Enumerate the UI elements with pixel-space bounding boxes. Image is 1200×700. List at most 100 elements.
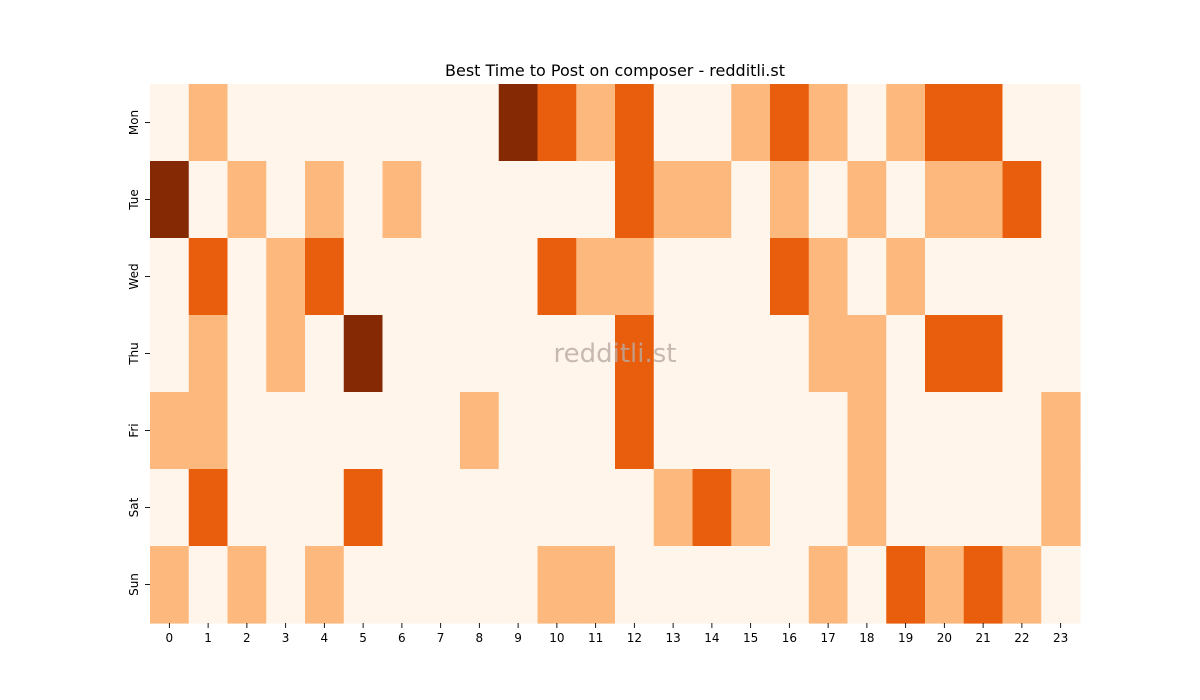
y-tick-label: Sat bbox=[127, 497, 141, 517]
heatmap-cell-tue-20 bbox=[925, 161, 965, 239]
heatmap-cell-tue-22 bbox=[1002, 161, 1042, 239]
heatmap-cell-tue-7 bbox=[421, 161, 461, 239]
heatmap-cell-fri-3 bbox=[266, 392, 306, 470]
heatmap-cell-thu-19 bbox=[886, 315, 926, 393]
heatmap-cell-sun-22 bbox=[1002, 546, 1042, 624]
heatmap-cells bbox=[150, 84, 1081, 624]
x-tick-label: 9 bbox=[514, 631, 522, 645]
heatmap-cell-mon-13 bbox=[653, 84, 694, 162]
x-tick-label: 6 bbox=[398, 631, 406, 645]
heatmap-cell-mon-5 bbox=[343, 84, 384, 162]
heatmap-cell-tue-0 bbox=[150, 161, 190, 239]
heatmap-cell-thu-17 bbox=[808, 315, 849, 393]
heatmap-cell-sat-11 bbox=[576, 469, 616, 547]
heatmap-cell-fri-22 bbox=[1002, 392, 1042, 470]
heatmap-cell-fri-10 bbox=[537, 392, 577, 470]
heatmap-cell-thu-1 bbox=[188, 315, 229, 393]
heatmap-cell-sat-1 bbox=[188, 469, 229, 547]
heatmap-cell-sun-20 bbox=[925, 546, 965, 624]
heatmap-cell-mon-6 bbox=[382, 84, 422, 162]
x-tick-label: 22 bbox=[1014, 631, 1029, 645]
x-tick-label: 2 bbox=[243, 631, 251, 645]
heatmap-cell-mon-4 bbox=[305, 84, 345, 162]
x-tick-label: 10 bbox=[549, 631, 564, 645]
heatmap-cell-sun-11 bbox=[576, 546, 616, 624]
chart-title: Best Time to Post on composer - redditli… bbox=[445, 61, 785, 80]
heatmap-cell-sat-7 bbox=[421, 469, 461, 547]
heatmap-cell-thu-18 bbox=[847, 315, 887, 393]
heatmap-cell-wed-10 bbox=[537, 238, 577, 316]
heatmap-cell-sun-13 bbox=[653, 546, 694, 624]
heatmap-cell-mon-1 bbox=[188, 84, 229, 162]
heatmap-cell-sun-14 bbox=[692, 546, 732, 624]
heatmap-cell-mon-17 bbox=[808, 84, 849, 162]
x-tick-label: 0 bbox=[166, 631, 174, 645]
x-tick-label: 13 bbox=[665, 631, 680, 645]
heatmap-cell-fri-5 bbox=[343, 392, 384, 470]
heatmap-cell-mon-20 bbox=[925, 84, 965, 162]
heatmap-cell-sat-22 bbox=[1002, 469, 1042, 547]
heatmap-cell-thu-13 bbox=[653, 315, 694, 393]
heatmap-cell-sun-21 bbox=[963, 546, 1004, 624]
heatmap-cell-fri-18 bbox=[847, 392, 887, 470]
heatmap-cell-mon-19 bbox=[886, 84, 926, 162]
heatmap-cell-wed-22 bbox=[1002, 238, 1042, 316]
heatmap-cell-tue-6 bbox=[382, 161, 422, 239]
heatmap-cell-tue-17 bbox=[808, 161, 849, 239]
x-tick-label: 17 bbox=[820, 631, 835, 645]
heatmap-cell-thu-9 bbox=[498, 315, 539, 393]
heatmap-cell-wed-3 bbox=[266, 238, 306, 316]
heatmap-cell-fri-23 bbox=[1041, 392, 1081, 470]
heatmap-cell-mon-15 bbox=[731, 84, 771, 162]
heatmap-cell-thu-20 bbox=[925, 315, 965, 393]
watermark: redditli.st bbox=[554, 339, 677, 369]
heatmap-cell-thu-7 bbox=[421, 315, 461, 393]
x-tick-label: 7 bbox=[437, 631, 445, 645]
x-tick-label: 15 bbox=[743, 631, 758, 645]
heatmap-cell-thu-16 bbox=[770, 315, 810, 393]
heatmap-cell-mon-11 bbox=[576, 84, 616, 162]
heatmap-cell-tue-5 bbox=[343, 161, 384, 239]
heatmap-cell-sat-0 bbox=[150, 469, 190, 547]
heatmap-cell-mon-9 bbox=[498, 84, 539, 162]
heatmap-cell-mon-3 bbox=[266, 84, 306, 162]
heatmap-cell-sun-23 bbox=[1041, 546, 1081, 624]
heatmap-cell-tue-15 bbox=[731, 161, 771, 239]
heatmap-cell-sun-5 bbox=[343, 546, 384, 624]
heatmap-cell-fri-6 bbox=[382, 392, 422, 470]
heatmap-cell-mon-22 bbox=[1002, 84, 1042, 162]
heatmap-cell-sun-18 bbox=[847, 546, 887, 624]
y-axis: Mon Tue Wed Thu Fri Sat Sun bbox=[127, 110, 150, 596]
heatmap-cell-mon-12 bbox=[615, 84, 655, 162]
heatmap-cell-thu-10 bbox=[537, 315, 577, 393]
heatmap-cell-sat-20 bbox=[925, 469, 965, 547]
x-tick-label: 4 bbox=[321, 631, 329, 645]
heatmap-cell-thu-0 bbox=[150, 315, 190, 393]
heatmap-cell-thu-6 bbox=[382, 315, 422, 393]
heatmap-cell-wed-14 bbox=[692, 238, 732, 316]
y-tick-label: Fri bbox=[127, 423, 141, 437]
heatmap-cell-thu-4 bbox=[305, 315, 345, 393]
heatmap-cell-wed-1 bbox=[188, 238, 229, 316]
heatmap-cell-wed-8 bbox=[460, 238, 500, 316]
heatmap-cell-wed-11 bbox=[576, 238, 616, 316]
x-tick-label: 16 bbox=[782, 631, 797, 645]
heatmap-cell-wed-7 bbox=[421, 238, 461, 316]
heatmap-cell-sat-19 bbox=[886, 469, 926, 547]
heatmap-cell-mon-21 bbox=[963, 84, 1004, 162]
heatmap-cell-sat-17 bbox=[808, 469, 849, 547]
heatmap-cell-sat-13 bbox=[653, 469, 694, 547]
heatmap-cell-wed-18 bbox=[847, 238, 887, 316]
heatmap-cell-thu-3 bbox=[266, 315, 306, 393]
heatmap-cell-tue-14 bbox=[692, 161, 732, 239]
heatmap-cell-fri-2 bbox=[227, 392, 267, 470]
heatmap-cell-thu-23 bbox=[1041, 315, 1081, 393]
heatmap-cell-wed-16 bbox=[770, 238, 810, 316]
heatmap-cell-tue-11 bbox=[576, 161, 616, 239]
heatmap-cell-fri-16 bbox=[770, 392, 810, 470]
heatmap-cell-thu-2 bbox=[227, 315, 267, 393]
heatmap-cell-tue-21 bbox=[963, 161, 1004, 239]
heatmap-cell-sun-2 bbox=[227, 546, 267, 624]
heatmap-cell-fri-21 bbox=[963, 392, 1004, 470]
heatmap-cell-thu-14 bbox=[692, 315, 732, 393]
